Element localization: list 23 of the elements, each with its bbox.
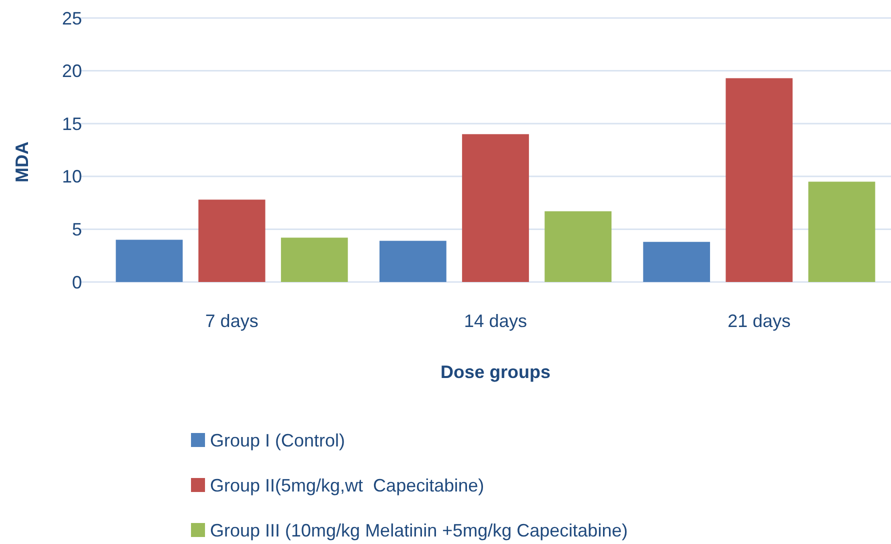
x-tick-label: 14 days	[464, 311, 528, 331]
bar	[808, 182, 876, 282]
y-tick-label: 0	[72, 272, 82, 292]
x-axis-title: Dose groups	[440, 362, 551, 382]
bar	[280, 238, 348, 282]
bar	[726, 78, 793, 282]
bar	[544, 211, 612, 282]
legend-label: Group II(5mg/kg,wt Capecitabine)	[210, 475, 484, 496]
bar	[198, 200, 266, 282]
x-tick-label: 21 days	[728, 311, 791, 331]
y-tick-label: 25	[62, 8, 82, 28]
y-tick-label: 5	[72, 220, 82, 240]
bar	[116, 240, 183, 282]
legend-label: Group I (Control)	[210, 430, 346, 450]
bar	[379, 240, 446, 282]
x-tick-label: 7 days	[205, 311, 258, 331]
legend-label: Group III (10mg/kg Melatinin +5mg/kg Capecitabine)	[210, 520, 628, 540]
bar	[643, 242, 710, 282]
bar	[462, 134, 529, 282]
y-axis-title: MDA	[12, 142, 32, 182]
y-tick-label: 20	[62, 61, 82, 82]
y-tick-label: 15	[62, 114, 82, 134]
y-tick-label: 10	[62, 166, 82, 187]
